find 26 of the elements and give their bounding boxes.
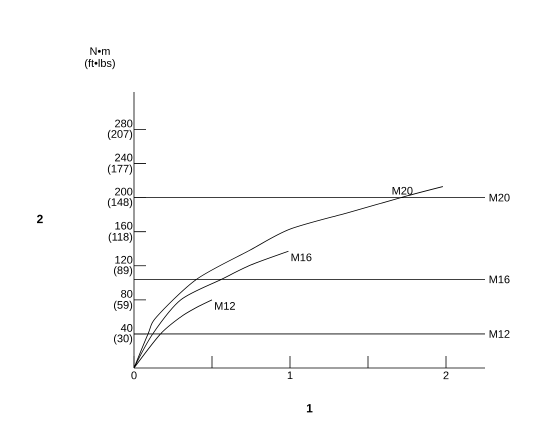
y-tick-label: 240 xyxy=(115,154,132,162)
y-tick-label: 120 xyxy=(115,256,132,264)
y2-tick-label: (207) xyxy=(108,130,132,140)
text: 2 xyxy=(37,214,43,224)
x-tick-label: 1 xyxy=(288,372,293,380)
y-tick-label: 80 xyxy=(121,290,132,298)
y2-tick-label: (30) xyxy=(114,334,132,344)
y2-tick-label: (148) xyxy=(108,198,132,208)
x-axis-title: 1 xyxy=(306,404,312,412)
y2-tick-label: (118) xyxy=(108,232,132,243)
ref-line-label: M20 xyxy=(490,194,510,202)
text: N•m (ft•lbs) xyxy=(85,47,115,70)
y2-tick-label: (89) xyxy=(114,266,132,276)
y2-tick-label: (177) xyxy=(108,164,132,175)
x-tick-label: 0 xyxy=(131,372,137,380)
annotation: M20 xyxy=(392,186,413,195)
annotation: M12 xyxy=(215,302,235,310)
y-tick-label: 160 xyxy=(115,222,132,230)
y-tick-label: 40 xyxy=(120,324,132,332)
annotation: M16 xyxy=(292,253,312,262)
y-tick-label: 200 xyxy=(115,188,132,196)
x-tick-label: 2 xyxy=(444,372,448,380)
y2-tick-label: (59) xyxy=(114,300,132,311)
y-tick-label: 280 xyxy=(115,120,132,128)
ref-line-label: M16 xyxy=(490,276,510,284)
ref-line-label: M12 xyxy=(490,330,510,338)
